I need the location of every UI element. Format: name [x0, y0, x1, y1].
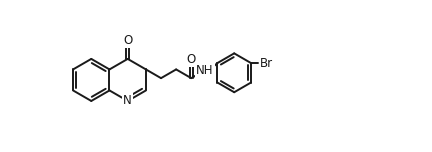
Text: Br: Br: [260, 57, 273, 70]
Text: O: O: [187, 53, 196, 66]
Text: N: N: [123, 94, 132, 107]
Text: NH: NH: [196, 64, 214, 77]
Text: O: O: [123, 34, 132, 47]
